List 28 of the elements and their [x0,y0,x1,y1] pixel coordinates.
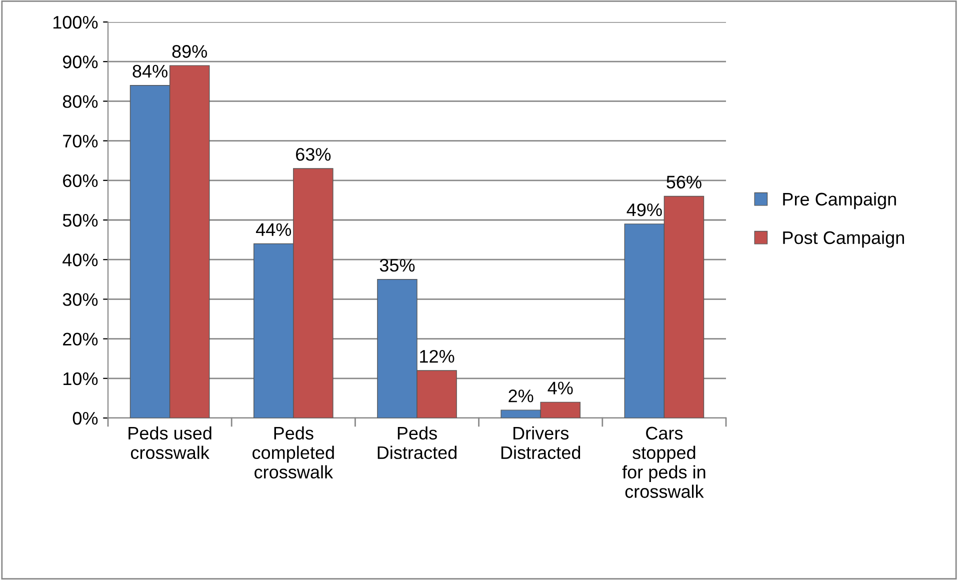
x-tick-label: Peds Distracted [378,426,456,460]
y-tick-label: 60% [63,174,98,188]
data-label: 49% [626,203,662,216]
data-label: 4% [548,382,573,394]
data-label: 63% [296,148,331,161]
y-tick-label: 30% [62,293,98,306]
y-tick-label: 10% [64,372,98,386]
data-label: 56% [666,176,702,189]
y-tick-label: 70% [63,134,98,148]
x-tick-label: Peds used crosswalk [128,426,212,460]
y-tick-label: 40% [62,254,98,266]
x-tick-label: Cars stopped for peds in crosswalk [622,426,706,498]
y-tick-label: 100% [53,16,98,29]
data-label: 44% [256,223,292,236]
data-label: 12% [420,350,454,363]
data-label: 2% [508,390,534,402]
x-tick-label: Drivers Distracted [501,426,580,460]
legend-label: Post Campaign [783,230,904,248]
legend-label: Pre Campaign [783,192,896,210]
y-tick-label: 80% [62,95,98,108]
y-tick-label: 90% [62,56,98,68]
y-tick-label: 0% [72,412,98,425]
data-label: 35% [380,258,415,272]
y-tick-label: 20% [63,332,98,346]
data-label: 84% [132,64,168,78]
y-tick-label: 50% [62,214,98,227]
x-tick-label: Peds completed crosswalk [252,426,334,478]
data-label: 89% [172,45,208,58]
